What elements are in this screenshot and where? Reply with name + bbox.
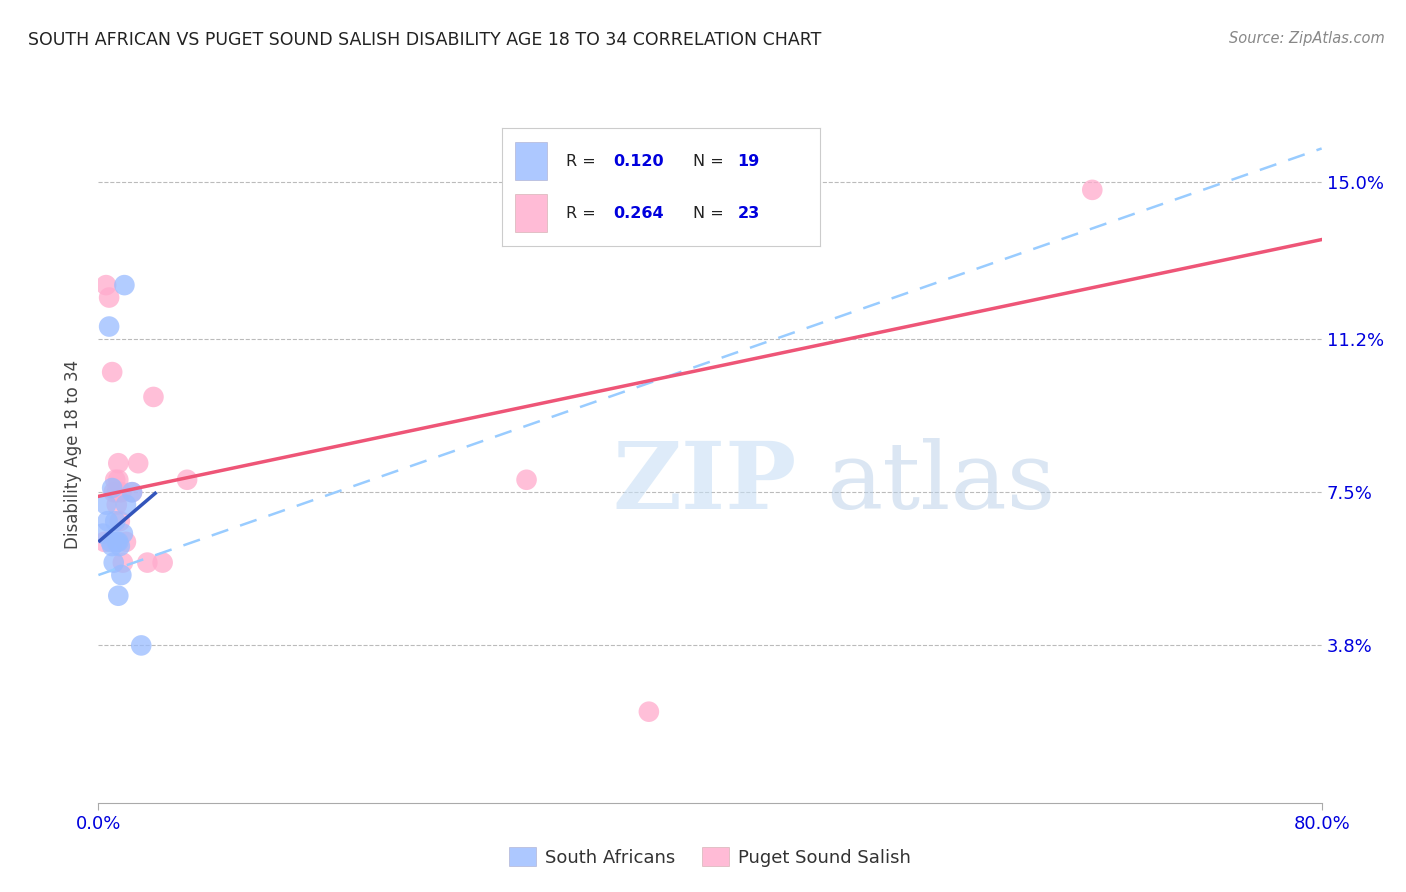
Point (101, 539, 124, 553)
Point (115, 498, 138, 512)
Point (107, 456, 129, 470)
Point (98, 291, 121, 305)
Point (98, 319, 121, 334)
Text: ZIP: ZIP (612, 438, 796, 528)
Point (105, 485, 128, 500)
Point (516, 473, 538, 487)
Point (136, 556, 159, 570)
Point (101, 481, 124, 495)
Point (121, 485, 143, 500)
Point (104, 473, 127, 487)
Y-axis label: Disability Age 18 to 34: Disability Age 18 to 34 (65, 360, 83, 549)
Point (111, 526, 134, 541)
Point (176, 473, 198, 487)
Point (107, 535, 129, 549)
Point (129, 639, 152, 653)
Point (94, 498, 117, 512)
Point (108, 539, 131, 553)
Point (103, 556, 125, 570)
Point (93, 535, 115, 549)
Point (152, 556, 174, 570)
Point (1081, 183, 1104, 197)
Point (97, 514, 120, 528)
Point (108, 514, 131, 528)
Point (103, 485, 125, 500)
Point (91, 526, 114, 541)
Point (94, 278, 117, 293)
Point (111, 556, 134, 570)
Point (112, 278, 135, 293)
Point (100, 535, 122, 549)
Legend: South Africans, Puget Sound Salish: South Africans, Puget Sound Salish (502, 840, 918, 874)
Point (110, 485, 132, 500)
Point (105, 535, 128, 549)
Point (110, 568, 132, 582)
Point (104, 514, 127, 528)
Point (121, 485, 143, 500)
Point (115, 535, 138, 549)
Point (142, 390, 165, 404)
Text: SOUTH AFRICAN VS PUGET SOUND SALISH DISABILITY AGE 18 TO 34 CORRELATION CHART: SOUTH AFRICAN VS PUGET SOUND SALISH DISA… (28, 31, 821, 49)
Point (101, 365, 124, 379)
Point (127, 456, 149, 470)
Point (107, 473, 129, 487)
Point (107, 589, 129, 603)
Text: atlas: atlas (827, 438, 1056, 528)
Point (637, 705, 661, 719)
Text: Source: ZipAtlas.com: Source: ZipAtlas.com (1229, 31, 1385, 46)
Point (105, 498, 128, 512)
